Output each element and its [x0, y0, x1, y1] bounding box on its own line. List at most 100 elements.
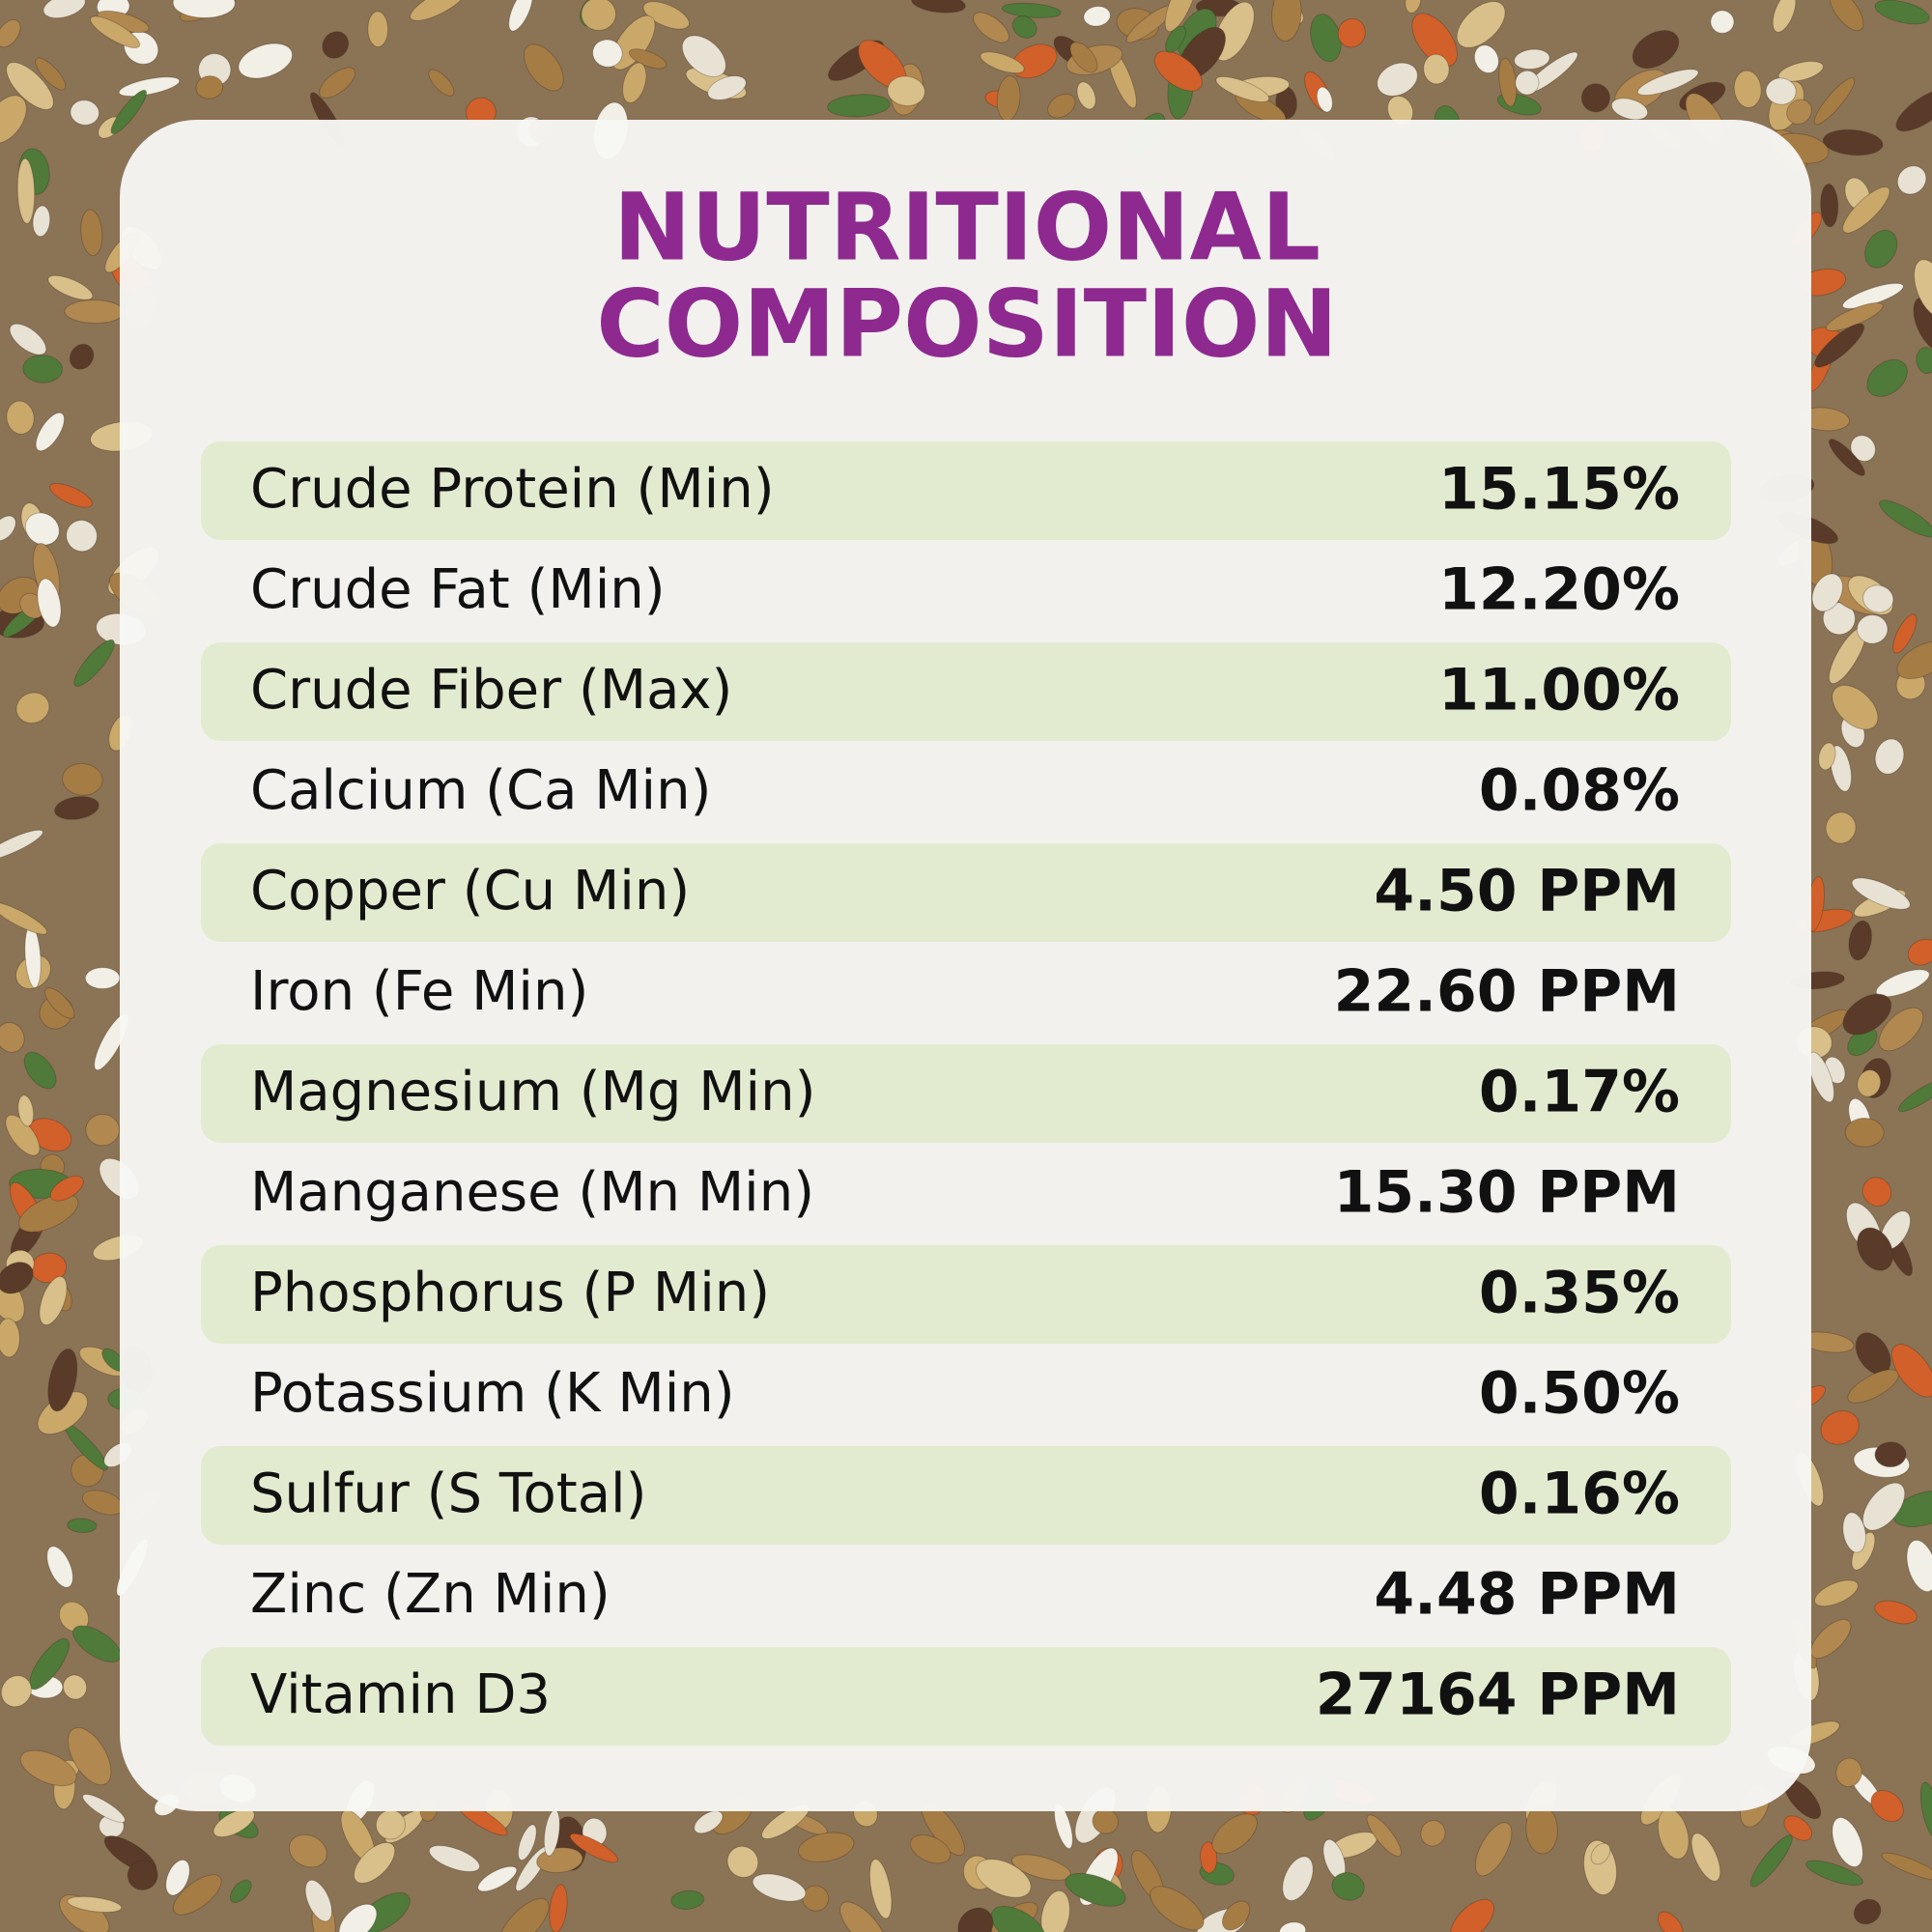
seed: [39, 1275, 68, 1326]
seed: [0, 1318, 20, 1358]
seed: [1907, 938, 1932, 966]
seed: [1890, 1344, 1932, 1398]
seed: [1331, 1872, 1365, 1901]
seed: [9, 323, 47, 355]
seed: [1765, 77, 1797, 105]
nutrient-name: Manganese (Mn Min): [250, 1161, 814, 1224]
seed: [1820, 184, 1839, 228]
seed: [1814, 1579, 1859, 1607]
seed: [628, 48, 668, 70]
nutrient-value: 0.35%: [1479, 1260, 1680, 1327]
seed: [1874, 1441, 1907, 1468]
seed: [1848, 920, 1872, 961]
seed: [1820, 1410, 1860, 1445]
seed: [35, 57, 67, 91]
seed: [1411, 13, 1458, 68]
seed: [973, 12, 1009, 43]
seed: [84, 967, 121, 990]
seed: [726, 1845, 759, 1878]
seed: [1857, 1227, 1894, 1271]
seed: [1011, 15, 1037, 39]
seed: [1164, 0, 1198, 33]
seed: [6, 62, 54, 110]
nutrient-value: 0.08%: [1479, 757, 1680, 825]
seed: [1879, 499, 1932, 538]
seed: [839, 1901, 887, 1932]
seed: [1271, 0, 1302, 42]
seed: [288, 1833, 327, 1868]
seed: [1842, 186, 1890, 234]
seed: [1474, 1822, 1513, 1877]
seed: [1896, 165, 1927, 195]
nutrient-value: 22.60 PPM: [1334, 958, 1680, 1026]
row-band: [201, 1044, 1731, 1143]
seed: [549, 1884, 568, 1932]
seed: [1864, 229, 1898, 269]
seed: [1420, 1820, 1446, 1847]
nutrient-name: Crude Protein (Min): [250, 458, 775, 521]
seed: [1856, 614, 1889, 644]
seed: [670, 1889, 705, 1910]
seed: [517, 1824, 537, 1861]
seed: [0, 18, 21, 48]
seed: [1842, 993, 1892, 1036]
seed: [195, 75, 224, 99]
seed: [1811, 573, 1843, 612]
seed: [6, 400, 35, 435]
seed: [1786, 99, 1812, 125]
seed: [32, 205, 51, 238]
seed: [681, 35, 726, 77]
seed: [67, 1518, 98, 1533]
seed: [1690, 1833, 1721, 1882]
seed: [642, 1, 690, 30]
seed: [1083, 6, 1111, 27]
seed: [1211, 1813, 1258, 1855]
seed: [82, 1793, 126, 1823]
seed: [694, 1810, 724, 1834]
seed: [1874, 0, 1930, 25]
seed: [524, 43, 564, 92]
seed: [35, 412, 66, 452]
seed: [1829, 0, 1864, 32]
seed: [1749, 1834, 1793, 1888]
seed: [24, 512, 60, 546]
seed: [85, 1113, 121, 1147]
seed: [887, 75, 925, 107]
seed: [1881, 1852, 1932, 1881]
seed: [1777, 61, 1824, 82]
nutrition-table: Crude Protein (Min) 15.15% Crude Fat (Min)…: [201, 441, 1731, 1746]
seed: [322, 31, 350, 59]
row-band: [201, 843, 1731, 942]
title-line: COMPOSITION: [596, 270, 1338, 378]
seed: [1636, 69, 1699, 97]
nutrient-value: 4.50 PPM: [1374, 858, 1680, 925]
seed: [1829, 439, 1865, 476]
seed: [0, 515, 16, 542]
seed: [1200, 1841, 1218, 1874]
nutrient-value: 15.30 PPM: [1334, 1159, 1680, 1227]
seed: [1818, 742, 1836, 771]
seed: [118, 76, 181, 98]
seed: [410, 0, 468, 21]
seed: [1772, 0, 1797, 33]
seed: [1832, 684, 1879, 730]
row-band: [201, 1245, 1731, 1344]
seed: [1895, 88, 1932, 132]
seed: [367, 11, 389, 48]
nutrient-value: 4.48 PPM: [1374, 1561, 1680, 1629]
seed: [67, 1726, 112, 1786]
seed: [47, 274, 94, 300]
seed: [67, 1895, 123, 1913]
seed: [22, 355, 64, 384]
seed: [0, 1675, 32, 1708]
seed: [23, 1051, 57, 1090]
seed: [1814, 323, 1865, 368]
seed: [1842, 1512, 1866, 1553]
seed: [375, 1809, 406, 1840]
seed: [1405, 0, 1422, 14]
nutrient-name: Magnesium (Mg Min): [250, 1061, 815, 1123]
seed: [1610, 98, 1649, 121]
seed: [1783, 1815, 1813, 1841]
seed: [1851, 877, 1911, 910]
